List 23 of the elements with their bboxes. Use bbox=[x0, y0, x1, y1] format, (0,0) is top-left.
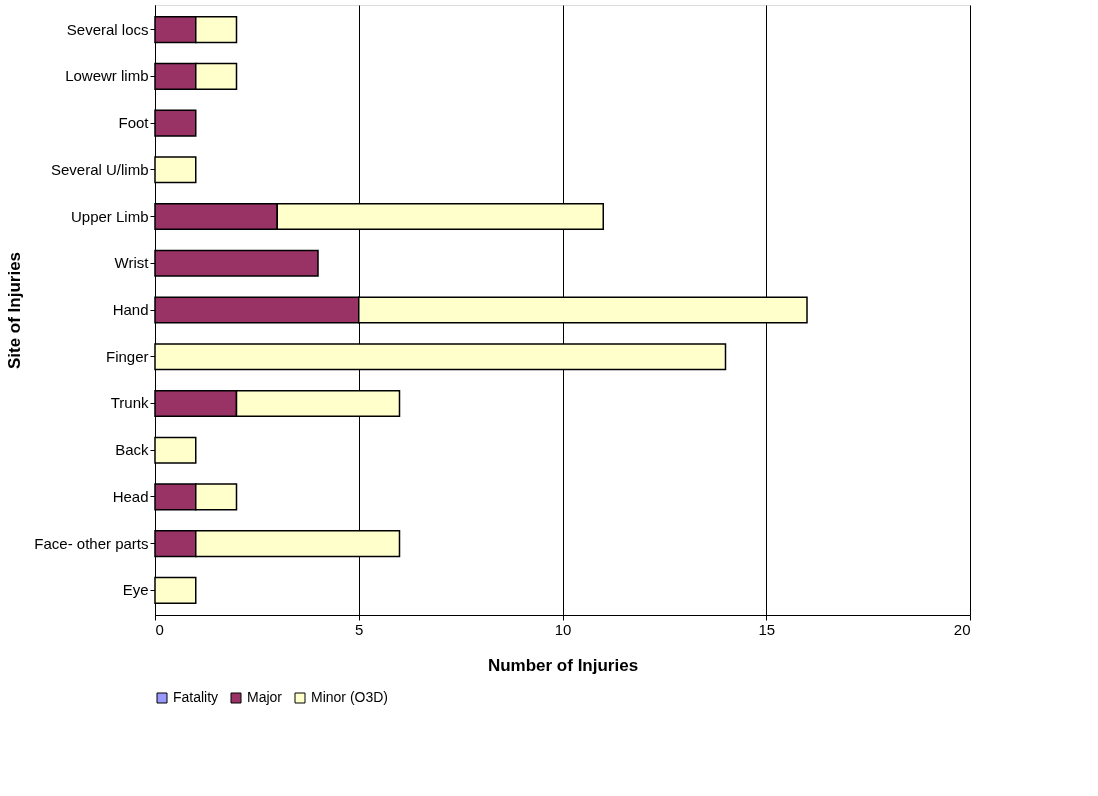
x-tick-label: 0 bbox=[155, 620, 164, 638]
y-tick-label: Upper Limb bbox=[70, 207, 149, 225]
y-tick-label: Wrist bbox=[114, 254, 150, 272]
y-tick-label: Several U/limb bbox=[50, 160, 149, 178]
x-tick-label: 10 bbox=[554, 620, 572, 638]
y-tick-label: Several locs bbox=[66, 20, 149, 38]
y-tick-label: Eye bbox=[122, 581, 149, 599]
y-axis-title: Site of Injuries bbox=[5, 251, 25, 370]
y-tick-label: Back bbox=[115, 441, 149, 459]
x-tick-label: 20 bbox=[953, 620, 971, 638]
y-tick-label: Finger bbox=[105, 347, 149, 365]
x-axis-title: Number of Injuries bbox=[487, 655, 639, 675]
y-tick-label: Hand bbox=[112, 301, 149, 318]
legend-label: Minor (O3D) bbox=[311, 689, 389, 705]
x-tick-label: 15 bbox=[758, 620, 776, 638]
x-tick-label: 5 bbox=[355, 620, 364, 638]
y-tick-label: Head bbox=[112, 487, 149, 505]
y-tick-label: Trunk bbox=[110, 394, 149, 412]
y-tick-label: Lowewr limb bbox=[65, 67, 149, 85]
legend-label: Fatality bbox=[173, 689, 219, 705]
y-tick-label: Foot bbox=[118, 114, 150, 132]
y-tick-label: Face- other parts bbox=[34, 534, 149, 552]
legend-label: Major bbox=[247, 689, 283, 705]
